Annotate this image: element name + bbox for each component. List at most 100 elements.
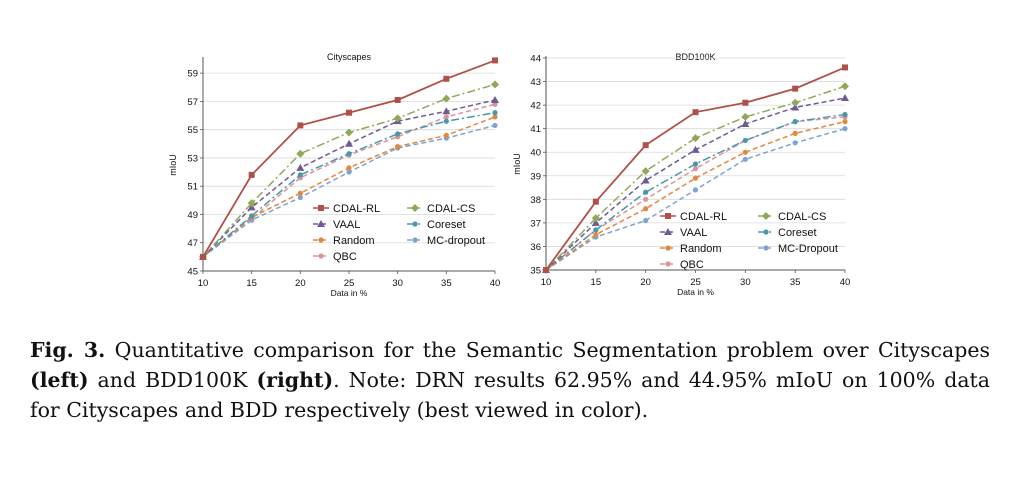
data-point [297,194,303,201]
legend-label: MC-dropout [427,235,485,247]
bdd100k-chart: BDD100K 35 36 37 38 39 40 41 42 43 44 10 15 20 25 30 35 4… [512,52,851,297]
data-point [792,140,798,146]
caption-label: Fig. 3. [30,338,106,362]
x-tick-label: 30 [392,278,403,289]
data-point [492,122,498,129]
legend-label: Coreset [778,227,817,239]
legend-item: CDAL-RL [660,211,727,223]
legend-label: QBC [680,259,704,271]
data-point [842,64,848,71]
data-point [791,103,800,111]
x-axis-label: Data in % [677,287,714,297]
legend-label: CDAL-RL [333,203,380,215]
data-point [791,98,800,107]
x-tick-label: 40 [840,277,851,288]
data-point [492,110,498,116]
data-point [641,176,650,184]
data-point [742,156,748,162]
x-tick-label: 10 [541,277,552,288]
y-tick-label: 35 [530,266,541,277]
legend-swatch-marker [664,228,672,235]
x-tick-label: 15 [246,278,257,289]
data-point [249,213,255,219]
legend-swatch-marker [411,204,419,212]
data-point [492,114,498,120]
data-point [296,149,305,158]
data-point [842,111,848,118]
legend-item: Coreset [758,227,817,239]
data-point [395,144,401,150]
data-point [248,171,255,178]
data-point [692,175,699,181]
legend-swatch-marker [318,205,324,211]
data-point [691,134,700,143]
x-tick-label: 35 [790,277,801,288]
cityscapes-chart: Cityscapes 45 47 49 51 53 55 57 59 10 15 20 25 30 35 40… [168,52,500,298]
legend-item: CDAL-CS [758,211,826,223]
x-tick-label: 35 [441,278,452,289]
data-point [297,122,304,129]
data-point [692,187,699,193]
caption-left-marker: (left) [30,368,89,392]
data-point [491,80,499,89]
data-point [297,172,303,178]
legend-swatch-marker [665,261,671,267]
x-tick-label: 30 [740,277,751,288]
data-point [591,214,600,223]
x-tick-label: 15 [591,277,602,288]
y-tick-label: 42 [530,101,541,112]
y-tick-label: 44 [530,54,541,65]
data-point [643,189,649,195]
caption-right-marker: (right) [256,368,334,392]
series-cdal-rl [543,64,848,273]
series-line [202,103,496,258]
data-point [643,217,649,224]
caption-text-3: . Note: DRN results 62.95% and 44.95% mI… [30,368,990,422]
legend-swatch-marker [665,213,671,219]
y-tick-label: 59 [187,69,198,80]
data-point [792,85,799,92]
data-point [543,267,549,273]
legend-swatch-marker [317,220,325,227]
legend-swatch-marker [763,229,769,235]
y-axis-label: mIoU [168,154,178,176]
data-point [346,109,352,116]
data-point [443,75,450,82]
data-point [200,253,206,260]
legend-item: MC-Dropout [758,243,838,255]
figure-caption: Fig. 3. Quantitative comparison for the … [30,335,990,425]
chart-title: BDD100K [675,52,715,62]
data-point [841,82,849,91]
legend-label: CDAL-RL [680,211,727,223]
y-tick-label: 43 [530,77,541,88]
legend-label: Coreset [427,219,466,231]
series-cdal-rl [200,57,498,260]
legend-item: Coreset [407,219,466,231]
y-tick-label: 51 [187,182,198,193]
data-point [491,95,499,103]
data-point [394,96,401,103]
data-point [443,118,449,124]
data-point [642,142,649,149]
x-tick-label: 10 [198,278,209,289]
legend-swatch-marker [665,245,671,251]
data-point [346,151,352,157]
series-vaal [542,94,849,273]
x-tick-label: 25 [690,277,701,288]
caption-text-2: and BDD100K [88,368,257,392]
data-point [442,94,451,103]
data-point [393,114,402,123]
legend-swatch-marker [318,237,324,243]
legend-item: Random [660,243,722,255]
legend-swatch-marker [318,253,324,259]
data-point [842,119,848,125]
data-point [692,166,699,172]
data-point [492,57,498,64]
y-axis-label: mIoU [512,153,522,175]
data-point [443,114,449,120]
legend: CDAL-RL CDAL-CS VAAL Coreset Random MC-Dropou… [660,211,838,271]
legend-label: MC-Dropout [778,243,838,255]
data-point [742,99,749,106]
legend-swatch-marker [762,212,770,220]
caption-text-1: Quantitative comparison for the Semantic… [105,338,990,362]
